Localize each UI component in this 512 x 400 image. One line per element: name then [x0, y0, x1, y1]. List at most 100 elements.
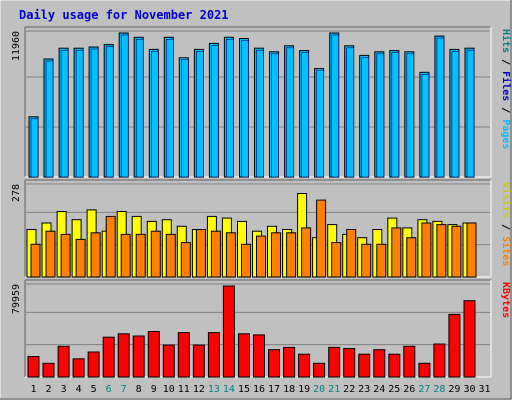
visits-bar-sites	[286, 232, 297, 278]
visits-panel: 278 Visits / Sites	[11, 179, 512, 278]
visits-bar-sites	[165, 233, 176, 278]
x-tick-label: 5	[91, 384, 97, 395]
x-tick-label: 17	[268, 384, 280, 395]
kbytes-bar-kbytes	[388, 353, 401, 378]
kbytes-bar-kbytes	[222, 285, 235, 378]
visits-bar-sites	[361, 243, 372, 278]
kbytes-bar-kbytes	[448, 313, 461, 378]
hits-bar-front	[75, 49, 84, 178]
x-tick-label: 11	[178, 384, 190, 395]
x-tick-labels: 1 2 3 4 5 6 7 8 9 10 11 12 13 14 15 16 17 18 19 20 21 22 23 24 2…	[30, 384, 490, 395]
kbytes-bar-kbytes	[42, 362, 55, 378]
hits-bar-front	[30, 118, 39, 178]
x-tick-label: 6	[106, 384, 112, 395]
visits-bar-sites	[90, 232, 101, 278]
hits-bar-front	[90, 48, 99, 178]
kbytes-bar-kbytes	[147, 331, 160, 378]
visits-bar-sites	[45, 230, 56, 278]
visits-bar-sites	[376, 243, 387, 278]
x-tick-label: 4	[76, 384, 82, 395]
x-tick-label: 8	[136, 384, 142, 395]
visits-bar-sites	[30, 243, 41, 278]
visits-ymax-label: 278	[11, 184, 22, 202]
visits-bar-sites	[421, 222, 432, 278]
x-tick-label: 28	[433, 384, 445, 395]
hits-bar-front	[135, 38, 144, 178]
kbytes-bar-kbytes	[162, 344, 175, 378]
hits-bar-front	[60, 49, 69, 178]
hits-bar-front	[466, 49, 475, 178]
x-tick-label: 26	[403, 384, 415, 395]
visits-side-label: Visits / Sites	[500, 182, 512, 266]
kbytes-bar-kbytes	[132, 335, 145, 378]
visits-bar-sites	[331, 242, 342, 278]
hits-bar-front	[256, 49, 264, 178]
hits-bar-front	[406, 53, 415, 178]
hits-panel: 11960 Hits / Files / Pages	[11, 26, 512, 178]
visits-bar-sites	[346, 229, 357, 278]
visits-bar-sites	[436, 224, 447, 278]
hits-bar-front	[241, 40, 249, 178]
kbytes-bar-kbytes	[268, 349, 280, 378]
kbytes-bar-kbytes	[253, 334, 265, 378]
kbytes-bar-kbytes	[298, 353, 311, 378]
hits-bar-front	[376, 53, 385, 178]
x-tick-label: 3	[61, 384, 67, 395]
kbytes-bar-kbytes	[463, 300, 476, 378]
kbytes-bar-kbytes	[328, 346, 341, 378]
visits-bar-sites	[406, 237, 417, 278]
hits-bar-front	[45, 60, 54, 178]
kbytes-bar-kbytes	[358, 353, 371, 378]
x-tick-label: 2	[45, 384, 51, 395]
visits-bar-sites	[60, 233, 71, 278]
hits-bar-front	[421, 74, 430, 178]
kbytes-bar-kbytes	[72, 358, 85, 378]
hits-bar-front	[120, 34, 129, 178]
visits-bar-sites	[210, 230, 221, 278]
x-tick-label: 23	[358, 384, 370, 395]
kbytes-bar-kbytes	[238, 333, 250, 378]
x-tick-label: 13	[208, 384, 220, 395]
hits-side-label-part: Files	[500, 71, 512, 101]
visits-bar-sites	[271, 232, 281, 278]
hits-bar-front	[166, 38, 174, 178]
hits-bar-front	[211, 45, 219, 178]
hits-bar-front	[436, 37, 445, 178]
hits-bar-front	[181, 59, 189, 178]
visits-bar-sites	[241, 243, 251, 278]
visits-bar-sites	[466, 222, 477, 278]
x-tick-label: 7	[121, 384, 127, 395]
x-tick-label: 31	[478, 384, 490, 395]
kbytes-bar-kbytes	[27, 356, 40, 378]
visits-bar-sites	[451, 225, 462, 278]
x-tick-label: 16	[253, 384, 265, 395]
hits-side-label-part: Hits	[500, 29, 512, 53]
hits-bar-front	[346, 47, 355, 178]
x-tick-label: 14	[223, 384, 235, 395]
visits-bar-sites	[135, 233, 146, 278]
hits-side-label-part: /	[500, 101, 511, 119]
panels: 11960 Hits / Files / Pages 278 Visits / Sit…	[11, 26, 512, 378]
visits-bar-sites	[301, 227, 312, 278]
hits-ymax-label: 11960	[11, 31, 22, 61]
hits-side-label: Hits / Files / Pages	[500, 29, 512, 149]
kbytes-bar-kbytes	[57, 345, 70, 378]
hits-bar-front	[105, 46, 114, 178]
hits-bar-front	[331, 34, 340, 178]
hits-bar-front	[286, 47, 294, 178]
hits-side-label-part: Pages	[500, 119, 511, 149]
x-tick-label: 27	[418, 384, 430, 395]
visits-bar-sites	[150, 230, 161, 278]
x-tick-label: 25	[388, 384, 400, 395]
kbytes-bar-kbytes	[343, 348, 356, 378]
kbytes-ymax-label: 79959	[11, 284, 22, 314]
x-tick-label: 24	[373, 384, 385, 395]
visits-bar-sites	[180, 242, 191, 278]
kbytes-bar-kbytes	[207, 332, 220, 378]
kbytes-bar-kbytes	[102, 336, 115, 378]
x-tick-label: 22	[343, 384, 355, 395]
x-tick-label: 21	[328, 384, 340, 395]
visits-side-label-part: /	[500, 218, 511, 236]
visits-bar-sites	[120, 233, 131, 278]
